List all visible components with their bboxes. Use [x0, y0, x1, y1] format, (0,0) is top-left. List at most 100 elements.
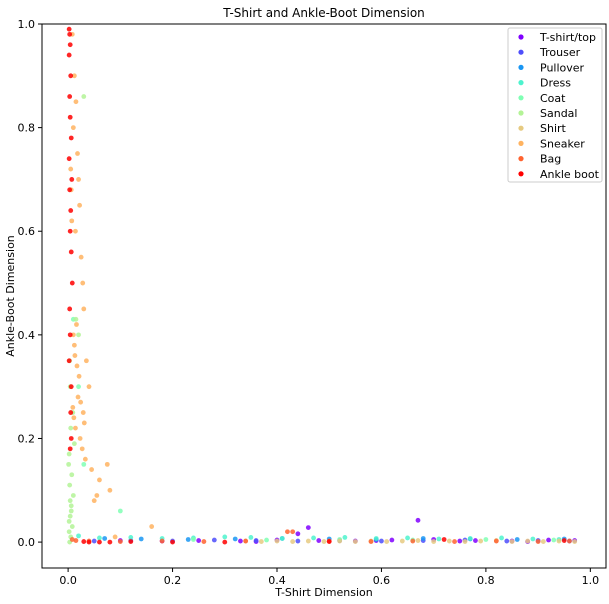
data-point — [149, 524, 155, 529]
data-point — [467, 536, 473, 541]
data-point — [420, 536, 426, 541]
legend-marker — [518, 171, 524, 177]
data-point — [525, 538, 531, 544]
data-point — [68, 249, 74, 255]
data-point — [71, 342, 77, 348]
series-bag — [69, 529, 572, 544]
data-point — [504, 538, 510, 544]
data-point — [67, 187, 73, 193]
plot-frame — [41, 23, 607, 569]
legend-marker — [518, 64, 524, 70]
axis-ticks: 0.0 0.2 0.4 0.6 0.8 1.0 0.0 0.2 0.4 0.6 0.8 1.0 — [18, 18, 600, 587]
legend-label: Ankle boot — [540, 168, 600, 181]
data-point — [264, 537, 269, 543]
data-point — [290, 539, 296, 544]
data-point — [78, 399, 84, 405]
data-point — [75, 394, 81, 400]
data-point — [473, 538, 478, 543]
legend-label: T-shirt/top — [539, 31, 596, 44]
data-point — [253, 538, 259, 543]
data-point — [81, 461, 87, 467]
data-point — [368, 539, 374, 544]
data-point — [238, 538, 243, 544]
data-point — [81, 306, 87, 312]
data-point — [514, 537, 520, 542]
data-point — [66, 451, 72, 457]
data-point — [68, 135, 74, 141]
data-point — [436, 536, 442, 542]
series-sneaker — [68, 31, 155, 540]
data-point — [201, 539, 207, 544]
data-point — [290, 529, 296, 535]
data-point — [69, 524, 75, 529]
data-point — [379, 538, 384, 544]
data-point — [222, 534, 228, 540]
x-tick-label: 1.0 — [582, 574, 600, 587]
data-point — [102, 536, 108, 541]
data-point — [373, 536, 379, 541]
data-point — [80, 410, 86, 415]
legend-label: Dress — [540, 77, 571, 90]
data-point — [567, 538, 572, 544]
series-shirt — [243, 538, 578, 544]
data-point — [66, 52, 72, 58]
legend-label: Bag — [540, 153, 561, 166]
data-point — [77, 202, 82, 208]
data-point — [222, 539, 228, 545]
data-point — [76, 332, 81, 338]
data-point — [97, 477, 102, 483]
data-point — [384, 539, 390, 544]
data-point — [69, 177, 75, 182]
series-dress — [76, 533, 562, 542]
legend-marker — [518, 34, 524, 40]
data-point — [530, 536, 536, 542]
data-point — [70, 125, 76, 131]
data-point — [73, 99, 79, 105]
data-point — [352, 539, 358, 544]
data-point — [72, 353, 78, 358]
legend-label: Sandal — [540, 107, 577, 120]
series-coat — [70, 316, 557, 543]
data-point — [67, 306, 73, 312]
data-point — [68, 425, 74, 431]
data-point — [326, 539, 332, 544]
legend-frame — [507, 27, 603, 183]
data-point — [305, 525, 311, 530]
data-point — [170, 539, 175, 545]
x-tick-label: 0.0 — [59, 574, 77, 587]
data-point — [243, 538, 249, 544]
data-point — [73, 425, 78, 431]
series-sandal — [66, 94, 87, 545]
data-point — [94, 493, 100, 498]
data-point — [117, 508, 123, 514]
data-point — [540, 539, 546, 544]
legend-label: Coat — [540, 92, 566, 105]
data-point — [66, 156, 72, 162]
data-point — [232, 536, 238, 542]
data-point — [75, 151, 80, 156]
legend-marker — [518, 125, 524, 131]
y-tick-label: 0.6 — [18, 225, 36, 238]
y-tick-label: 1.0 — [18, 18, 36, 31]
y-tick-label: 0.2 — [18, 432, 36, 445]
data-point — [446, 538, 452, 544]
data-point — [337, 538, 343, 544]
legend-label: Trouser — [539, 46, 581, 59]
data-point — [551, 537, 557, 543]
data-point — [112, 534, 118, 540]
data-point — [67, 42, 73, 48]
data-point — [68, 384, 74, 390]
data-point — [457, 538, 463, 544]
data-point — [483, 537, 489, 542]
data-point — [66, 26, 72, 32]
data-point — [258, 539, 264, 544]
data-point — [67, 31, 73, 37]
data-point — [285, 529, 290, 535]
data-point — [81, 539, 87, 544]
data-point — [68, 503, 74, 509]
data-point — [68, 208, 74, 213]
data-point — [441, 537, 447, 542]
data-point — [69, 218, 75, 224]
